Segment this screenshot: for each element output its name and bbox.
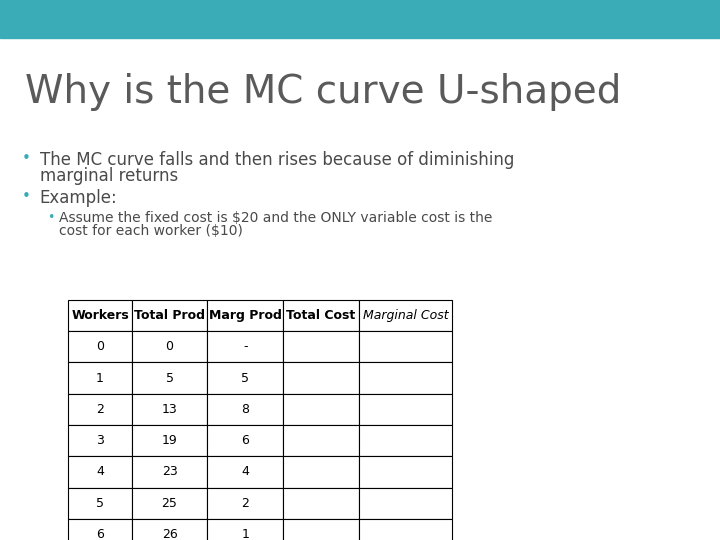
Text: Marg Prod: Marg Prod: [209, 309, 282, 322]
Text: 13: 13: [162, 403, 177, 416]
Text: Total Prod: Total Prod: [134, 309, 205, 322]
Text: 5: 5: [166, 372, 174, 384]
Text: •: •: [22, 189, 30, 204]
Text: 6: 6: [96, 528, 104, 540]
Text: 3: 3: [96, 434, 104, 447]
Text: The MC curve falls and then rises because of diminishing: The MC curve falls and then rises becaus…: [40, 151, 514, 169]
Text: 25: 25: [161, 497, 178, 510]
Text: •: •: [22, 151, 30, 166]
Text: marginal returns: marginal returns: [40, 167, 178, 185]
Text: 0: 0: [96, 340, 104, 353]
Text: Total Cost: Total Cost: [286, 309, 356, 322]
Text: 26: 26: [162, 528, 177, 540]
Text: Assume the fixed cost is $20 and the ONLY variable cost is the: Assume the fixed cost is $20 and the ONL…: [59, 211, 492, 225]
Text: 6: 6: [241, 434, 249, 447]
Text: Why is the MC curve U-shaped: Why is the MC curve U-shaped: [25, 73, 621, 111]
Text: 4: 4: [96, 465, 104, 478]
Text: 5: 5: [241, 372, 249, 384]
Text: 23: 23: [162, 465, 177, 478]
Text: 1: 1: [241, 528, 249, 540]
Text: 2: 2: [241, 497, 249, 510]
Text: Workers: Workers: [71, 309, 129, 322]
Text: cost for each worker ($10): cost for each worker ($10): [59, 224, 243, 238]
Text: 4: 4: [241, 465, 249, 478]
Text: 8: 8: [241, 403, 249, 416]
Text: 5: 5: [96, 497, 104, 510]
Text: 0: 0: [166, 340, 174, 353]
Text: •: •: [47, 211, 54, 224]
Text: Marginal Cost: Marginal Cost: [363, 309, 448, 322]
Text: -: -: [243, 340, 248, 353]
Text: 2: 2: [96, 403, 104, 416]
Text: 19: 19: [162, 434, 177, 447]
Text: 1: 1: [96, 372, 104, 384]
Text: Example:: Example:: [40, 189, 117, 207]
